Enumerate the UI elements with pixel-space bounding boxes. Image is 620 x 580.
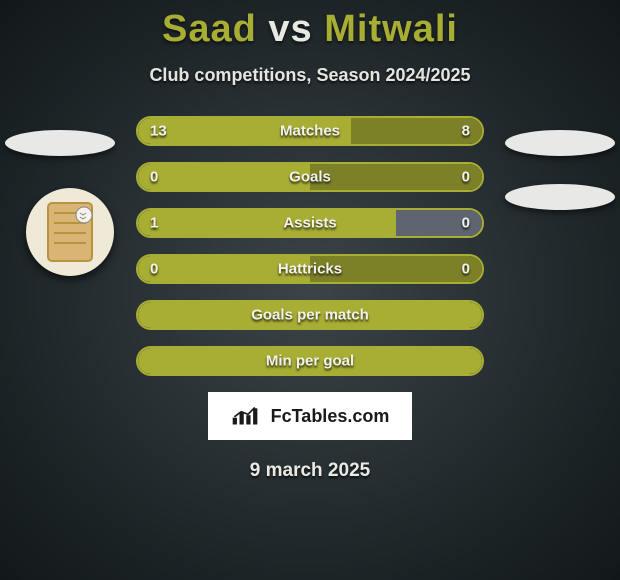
stat-value-right: 0 <box>462 169 470 186</box>
player1-name: Saad <box>162 8 257 50</box>
stat-fill-left <box>138 164 310 190</box>
stat-label: Hattricks <box>278 261 342 278</box>
stat-label: Assists <box>283 215 336 232</box>
brand-bars-icon <box>231 404 265 428</box>
stat-row: Goals per match <box>136 300 484 330</box>
stat-value-left: 13 <box>150 123 167 140</box>
stat-row: 0 0 Hattricks <box>136 254 484 284</box>
stat-label: Goals <box>289 169 331 186</box>
player2-name: Mitwali <box>324 8 458 50</box>
brand-logo-box[interactable]: FcTables.com <box>208 392 412 440</box>
stat-label: Min per goal <box>266 353 354 370</box>
decorative-ellipse <box>505 184 615 210</box>
stat-value-left: 0 <box>150 261 158 278</box>
brand-name: FcTables.com <box>271 406 390 427</box>
decorative-ellipse <box>505 130 615 156</box>
stat-label: Matches <box>280 123 340 140</box>
stat-value-right: 0 <box>462 261 470 278</box>
stat-fill-left <box>138 210 396 236</box>
stat-fill-right <box>310 164 482 190</box>
stat-value-left: 0 <box>150 169 158 186</box>
placeholder-avatar-icon <box>39 197 101 267</box>
stat-value-right: 8 <box>462 123 470 140</box>
stat-row: Min per goal <box>136 346 484 376</box>
player1-avatar <box>26 188 114 276</box>
stat-value-right: 0 <box>462 215 470 232</box>
decorative-ellipse <box>5 130 115 156</box>
stat-row: 1 0 Assists <box>136 208 484 238</box>
vs-label: vs <box>268 8 312 50</box>
date-label: 9 march 2025 <box>0 460 620 482</box>
subtitle: Club competitions, Season 2024/2025 <box>0 65 620 86</box>
stat-row: 0 0 Goals <box>136 162 484 192</box>
stat-rows-container: 13 8 Matches 0 0 Goals 1 0 Assists 0 0 Hattricks Goa… <box>136 116 484 376</box>
stat-label: Goals per match <box>251 307 369 324</box>
stat-value-left: 1 <box>150 215 158 232</box>
comparison-title: Saad vs Mitwali <box>0 0 620 51</box>
stat-row: 13 8 Matches <box>136 116 484 146</box>
